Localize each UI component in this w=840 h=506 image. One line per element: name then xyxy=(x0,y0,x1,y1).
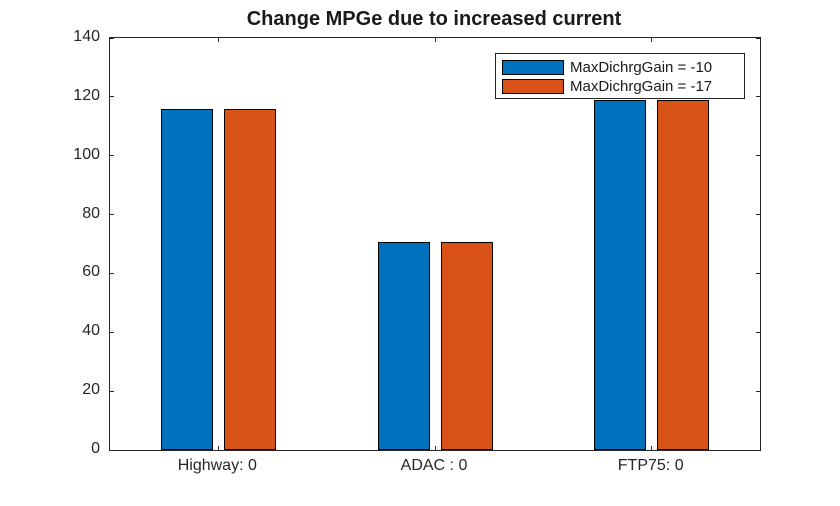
x-tick-mark xyxy=(434,446,436,450)
y-tick-label: 140 xyxy=(73,28,100,45)
legend-item-series1: MaxDichrgGain = -10 xyxy=(496,58,744,77)
y-tick-label: 100 xyxy=(73,145,100,163)
legend-label-series2: MaxDichrgGain = -17 xyxy=(570,78,713,95)
y-tick-mark xyxy=(110,214,114,216)
y-tick-label: 20 xyxy=(82,381,100,399)
y-tick-mark xyxy=(110,37,114,39)
chart-title: Change MPGe due to increased current xyxy=(246,8,622,30)
y-tick-mark xyxy=(110,331,114,333)
y-tick-label: 0 xyxy=(91,440,100,457)
bar-adac-series2 xyxy=(440,241,493,450)
x-tick-mark xyxy=(217,38,219,42)
x-tick-mark xyxy=(651,446,653,450)
legend-item-series2: MaxDichrgGain = -17 xyxy=(496,77,744,96)
bar-highway-series1 xyxy=(160,108,213,450)
y-tick-mark xyxy=(110,155,114,157)
bar-ftp75-series2 xyxy=(657,99,710,450)
x-tick-mark xyxy=(651,38,653,42)
x-tick-mark xyxy=(434,38,436,42)
y-tick-mark xyxy=(756,449,760,451)
legend-swatch-series1-icon xyxy=(502,60,564,75)
legend-swatch-series2-icon xyxy=(502,79,564,94)
bar-adac-series1 xyxy=(377,241,430,450)
y-tick-mark xyxy=(110,390,114,392)
y-tick-mark xyxy=(756,331,760,333)
y-tick-mark xyxy=(110,96,114,98)
y-tick-mark xyxy=(756,390,760,392)
y-tick-label: 40 xyxy=(82,322,100,340)
y-tick-mark xyxy=(756,155,760,157)
y-tick-label: 80 xyxy=(82,204,100,222)
bar-ftp75-series1 xyxy=(594,99,647,450)
y-tick-label: 120 xyxy=(73,86,100,104)
y-tick-label: 60 xyxy=(82,263,100,281)
plot-area xyxy=(109,37,761,451)
y-tick-mark xyxy=(756,214,760,216)
x-tick-label: ADAC : 0 xyxy=(400,457,468,474)
y-tick-mark xyxy=(756,272,760,274)
legend: MaxDichrgGain = -10 MaxDichrgGain = -17 xyxy=(495,53,745,99)
y-tick-mark xyxy=(110,449,114,451)
y-tick-mark xyxy=(756,37,760,39)
bar-highway-series2 xyxy=(223,108,276,450)
x-tick-label: FTP75: 0 xyxy=(617,457,684,474)
legend-label-series1: MaxDichrgGain = -10 xyxy=(570,59,713,76)
x-tick-label: Highway: 0 xyxy=(177,457,257,474)
y-tick-mark xyxy=(756,96,760,98)
x-tick-mark xyxy=(217,446,219,450)
y-tick-mark xyxy=(110,272,114,274)
